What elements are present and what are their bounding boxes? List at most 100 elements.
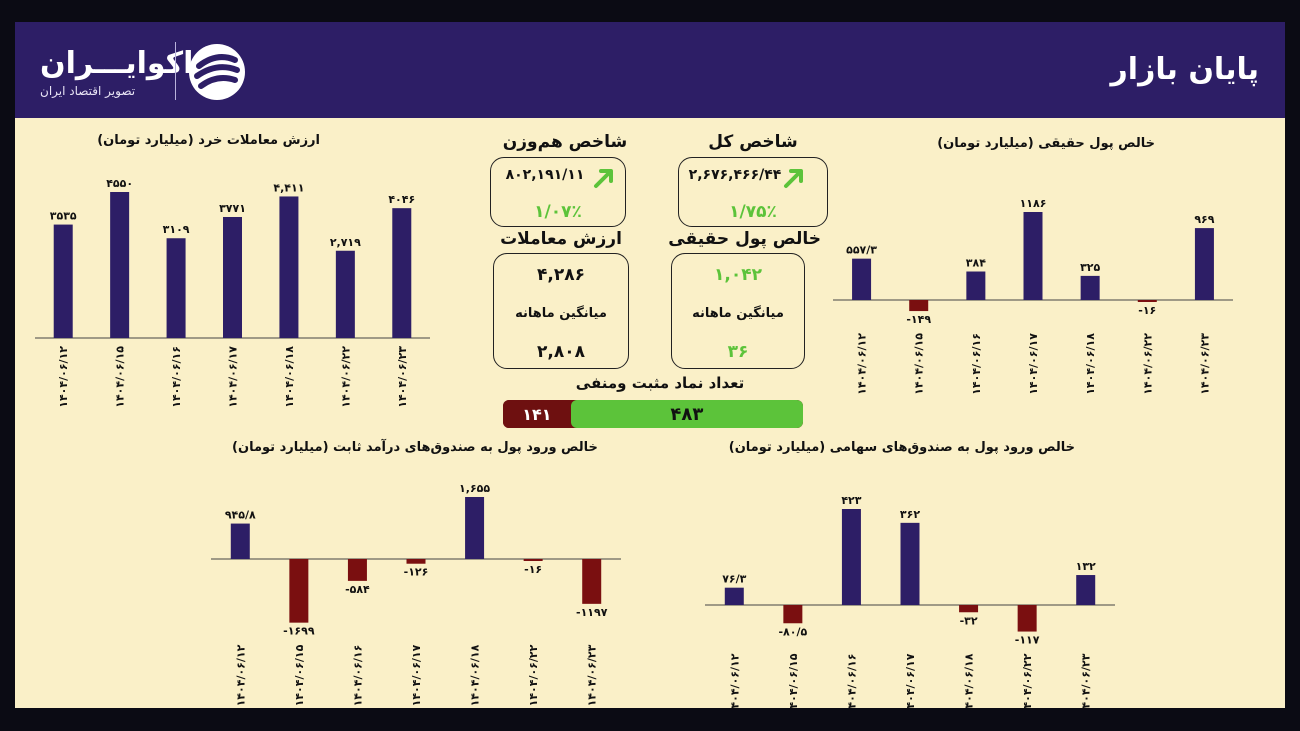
bar-fixed-income-6 (582, 559, 602, 604)
x-tick-label-equity-funds-6: ۱۴۰۴/۰۶/۲۳ (1080, 653, 1093, 708)
x-tick-label-fixed-income-3: ۱۴۰۴/۰۶/۱۷ (410, 644, 423, 706)
bar-fixed-income-4 (465, 497, 485, 559)
fixed-income-chart-title: خالص ورود پول به صندوق‌های درآمد ثابت (م… (232, 440, 598, 455)
data-label-equity-funds-0: ۷۶/۳ (722, 573, 746, 586)
data-label-equity-funds-2: ۴۲۳ (841, 494, 861, 507)
x-tick-label-equity-funds-1: ۱۴۰۴/۰۶/۱۵ (787, 653, 800, 708)
data-label-real-money-1: -۱۴۹ (906, 313, 931, 326)
logo-icon (189, 44, 245, 100)
total-index-change: ۱/۷۵٪ (729, 202, 777, 222)
bar-real-money-3 (1023, 212, 1043, 300)
x-tick-label-retail-5: ۱۴۰۴/۰۶/۲۲ (339, 346, 352, 408)
real-money-avg-value: ۳۶ (727, 342, 749, 362)
data-label-real-money-4: ۳۲۵ (1080, 261, 1100, 274)
header: اکوایـــران تصویر اقتصاد ایران پایان باز… (15, 22, 1285, 118)
bar-fixed-income-0 (230, 523, 250, 559)
x-tick-label-fixed-income-5: ۱۴۰۴/۰۶/۲۲ (527, 644, 540, 706)
trade-value-box (493, 253, 629, 369)
bar-retail-3 (223, 216, 242, 338)
equal-weight-index-value: ۸۰۲,۱۹۱/۱۱ (505, 167, 585, 183)
x-tick-label-real-money-3: ۱۴۰۴/۰۶/۱۷ (1027, 333, 1040, 395)
bar-fixed-income-5 (523, 559, 543, 561)
equity-funds-chart-title: خالص ورود پول به صندوق‌های سهامی (میلیار… (728, 440, 1075, 455)
infographic-frame: اکوایـــران تصویر اقتصاد ایران پایان باز… (15, 22, 1285, 708)
x-tick-label-retail-3: ۱۴۰۴/۰۶/۱۷ (227, 346, 240, 408)
data-label-equity-funds-4: -۳۲ (960, 614, 978, 627)
data-label-real-money-0: ۵۵۷/۳ (846, 244, 877, 257)
data-label-equity-funds-1: -۸۰/۵ (778, 625, 807, 638)
page-title: پایان بازار (1110, 52, 1259, 87)
bar-equity-funds-5 (1017, 605, 1037, 632)
negative-count: ۱۴۱ (503, 400, 571, 428)
bar-fixed-income-3 (406, 559, 426, 564)
data-label-real-money-2: ۳۸۴ (966, 257, 986, 270)
x-tick-label-real-money-2: ۱۴۰۴/۰۶/۱۶ (970, 333, 983, 395)
data-label-fixed-income-5: -۱۶ (524, 563, 542, 576)
data-label-fixed-income-4: ۱,۶۵۵ (459, 482, 490, 495)
real-money-avg-label: میانگین ماهانه (692, 306, 784, 321)
data-label-fixed-income-0: ۹۴۵/۸ (225, 509, 256, 522)
x-tick-label-equity-funds-5: ۱۴۰۴/۰۶/۲۲ (1021, 653, 1034, 708)
x-tick-label-fixed-income-4: ۱۴۰۴/۰۶/۱۸ (469, 644, 482, 706)
x-tick-label-retail-2: ۱۴۰۴/۰۶/۱۶ (170, 346, 183, 408)
x-tick-label-equity-funds-3: ۱۴۰۴/۰۶/۱۷ (904, 653, 917, 708)
positive-count: ۴۸۳ (570, 400, 803, 428)
real-money-box (671, 253, 805, 369)
retail-chart-title: ارزش معاملات خرد (میلیارد تومان) (97, 133, 320, 148)
equal-weight-index-box (490, 157, 626, 227)
bar-equity-funds-2 (841, 509, 861, 605)
trade-value-title: ارزش معاملات (500, 229, 622, 249)
bar-fixed-income-1 (289, 559, 309, 623)
data-label-real-money-6: ۹۶۹ (1194, 213, 1214, 226)
data-label-fixed-income-2: -۵۸۴ (345, 583, 370, 596)
trade-value-avg-value: ۲,۸۰۸ (537, 342, 585, 362)
bar-real-money-2 (966, 271, 986, 300)
x-tick-label-real-money-4: ۱۴۰۴/۰۶/۱۸ (1084, 333, 1097, 395)
x-tick-label-equity-funds-0: ۱۴۰۴/۰۶/۱۲ (728, 653, 741, 708)
bar-real-money-4 (1080, 275, 1100, 300)
fixed-income-chart: ۹۴۵/۸ ۱۴۰۴/۰۶/۱۲ -۱۶۹۹ ۱۴۰۴/۰۶/۱۵ -۵۸۴ ۱۴۰۴/۰… (211, 482, 621, 707)
data-label-equity-funds-6: ۱۳۲ (1076, 560, 1096, 573)
logo-divider (175, 42, 176, 100)
x-tick-label-real-money-1: ۱۴۰۴/۰۶/۱۵ (913, 333, 926, 395)
pos-neg-bar: ۱۴۱ ۴۸۳ (503, 400, 803, 428)
bar-real-money-0 (852, 258, 872, 300)
x-tick-label-fixed-income-1: ۱۴۰۴/۰۶/۱۵ (293, 644, 306, 706)
bar-equity-funds-1 (783, 605, 803, 624)
bar-retail-4 (279, 196, 299, 338)
bar-equity-funds-6 (1076, 575, 1096, 605)
x-tick-label-real-money-5: ۱۴۰۴/۰۶/۲۲ (1141, 333, 1154, 395)
data-label-retail-6: ۴۰۴۶ (388, 193, 415, 206)
data-label-fixed-income-3: -۱۲۶ (404, 566, 429, 579)
x-tick-label-fixed-income-2: ۱۴۰۴/۰۶/۱۶ (351, 645, 364, 707)
x-tick-label-fixed-income-6: ۱۴۰۴/۰۶/۲۳ (586, 644, 599, 706)
data-label-retail-0: ۳۵۳۵ (50, 210, 77, 223)
data-label-equity-funds-5: -۱۱۷ (1015, 634, 1040, 647)
bar-real-money-1 (909, 300, 929, 312)
data-label-retail-4: ۴,۴۱۱ (273, 181, 304, 194)
total-index-box (678, 157, 828, 227)
trade-value-value: ۴,۲۸۶ (537, 265, 585, 285)
real-money-value: ۱,۰۴۲ (714, 265, 762, 285)
data-label-fixed-income-1: -۱۶۹۹ (283, 625, 315, 638)
data-label-fixed-income-6: -۱۱۹۷ (576, 606, 608, 619)
bar-fixed-income-2 (347, 559, 367, 581)
bar-equity-funds-4 (959, 605, 979, 613)
up-arrow-icon (594, 169, 613, 188)
bar-retail-0 (53, 224, 73, 338)
bar-real-money-5 (1137, 300, 1157, 302)
bar-retail-5 (335, 250, 355, 338)
x-tick-label-retail-6: ۱۴۰۴/۰۶/۲۳ (396, 346, 409, 408)
pos-neg-title: تعداد نماد مثبت ومنفی (575, 374, 745, 392)
x-tick-label-fixed-income-0: ۱۴۰۴/۰۶/۱۲ (234, 644, 247, 706)
x-tick-label-equity-funds-4: ۱۴۰۴/۰۶/۱۸ (963, 653, 976, 708)
data-label-equity-funds-3: ۳۶۲ (900, 508, 920, 521)
x-tick-label-retail-1: ۱۴۰۴/۰۶/۱۵ (114, 346, 127, 408)
up-arrow-icon (784, 169, 803, 188)
total-index-title: شاخص کل (708, 132, 798, 152)
bar-real-money-6 (1194, 228, 1214, 300)
data-label-retail-1: ۴۵۵۰ (106, 177, 133, 190)
bar-equity-funds-3 (900, 522, 920, 605)
data-label-real-money-5: -۱۶ (1138, 304, 1156, 317)
data-label-retail-2: ۳۱۰۹ (163, 223, 190, 236)
